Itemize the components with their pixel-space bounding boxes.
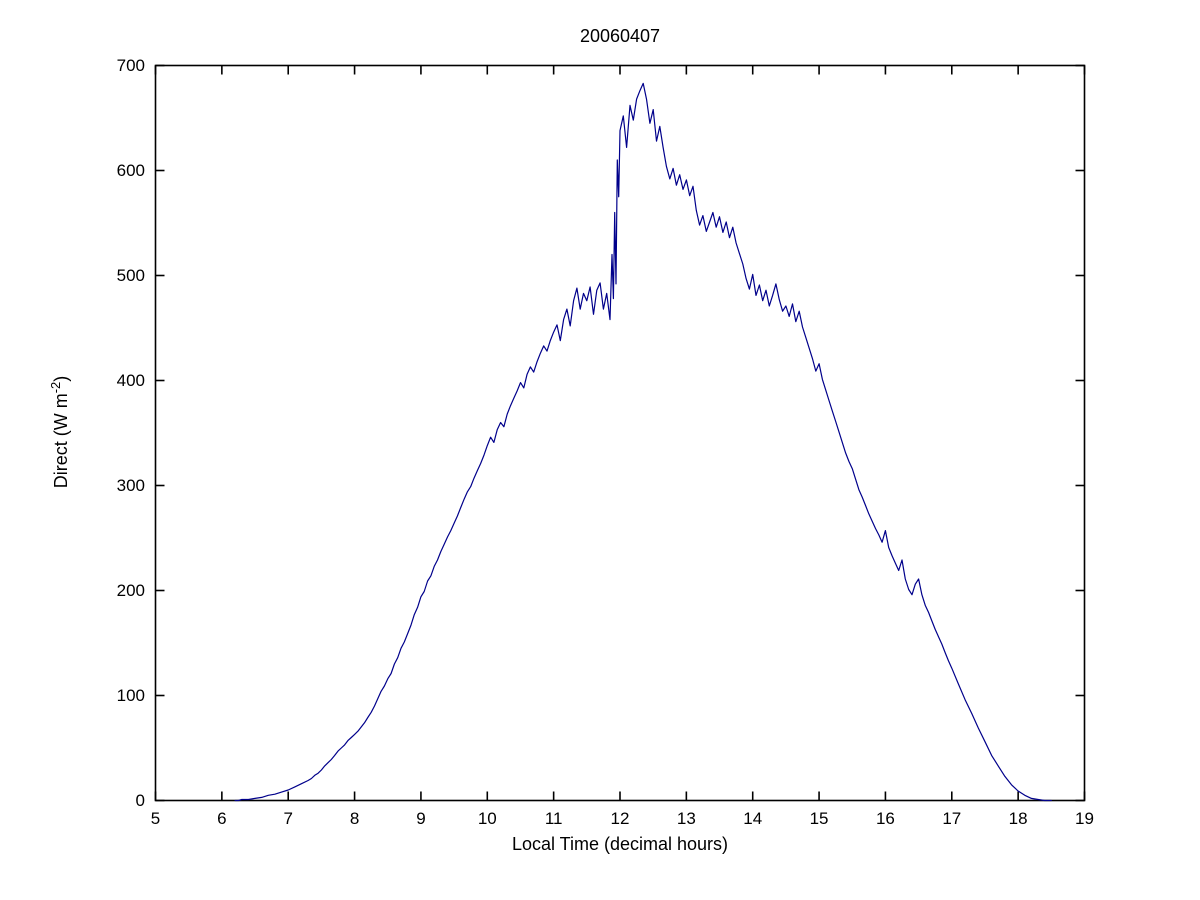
axes-box (154, 64, 1086, 802)
x-tick-label: 13 (676, 809, 696, 828)
x-tick-label: 9 (416, 809, 426, 828)
x-tick-label: 14 (743, 809, 763, 828)
y-axis-label-suffix: ) (51, 375, 71, 382)
y-tick-label: 100 (116, 685, 145, 705)
y-tick-label: 600 (116, 160, 145, 180)
y-tick-label: 500 (116, 265, 145, 285)
x-tick-label: 17 (942, 809, 962, 828)
y-tick-label: 300 (116, 475, 145, 495)
x-tick-label: 11 (544, 809, 563, 828)
x-tick-label: 8 (349, 809, 360, 828)
y-tick-label: 0 (135, 790, 145, 810)
x-tick-label: 12 (610, 809, 630, 828)
y-axis-label-superscript: -2 (48, 381, 63, 394)
y-tick-label: 200 (116, 580, 145, 600)
data-line (234, 82, 1052, 802)
x-axis-label: Local Time (decimal hours) (511, 834, 729, 854)
chart-title: 20060407 (579, 26, 661, 46)
x-tick-label: 15 (809, 809, 829, 828)
x-tick-label: 7 (283, 809, 293, 828)
x-tick-label: 19 (1075, 809, 1094, 828)
x-tick-label: 18 (1008, 809, 1028, 828)
x-tick-label: 10 (477, 809, 497, 828)
y-axis-label: Direct (W m-2) (48, 376, 72, 489)
x-tick-label: 5 (150, 809, 161, 828)
y-tick-label: 700 (116, 55, 145, 75)
x-tick-label: 16 (875, 809, 895, 828)
x-tick-label: 6 (217, 809, 227, 828)
y-axis-label-prefix: Direct (W m (51, 393, 71, 489)
y-tick-label: 400 (116, 370, 145, 390)
